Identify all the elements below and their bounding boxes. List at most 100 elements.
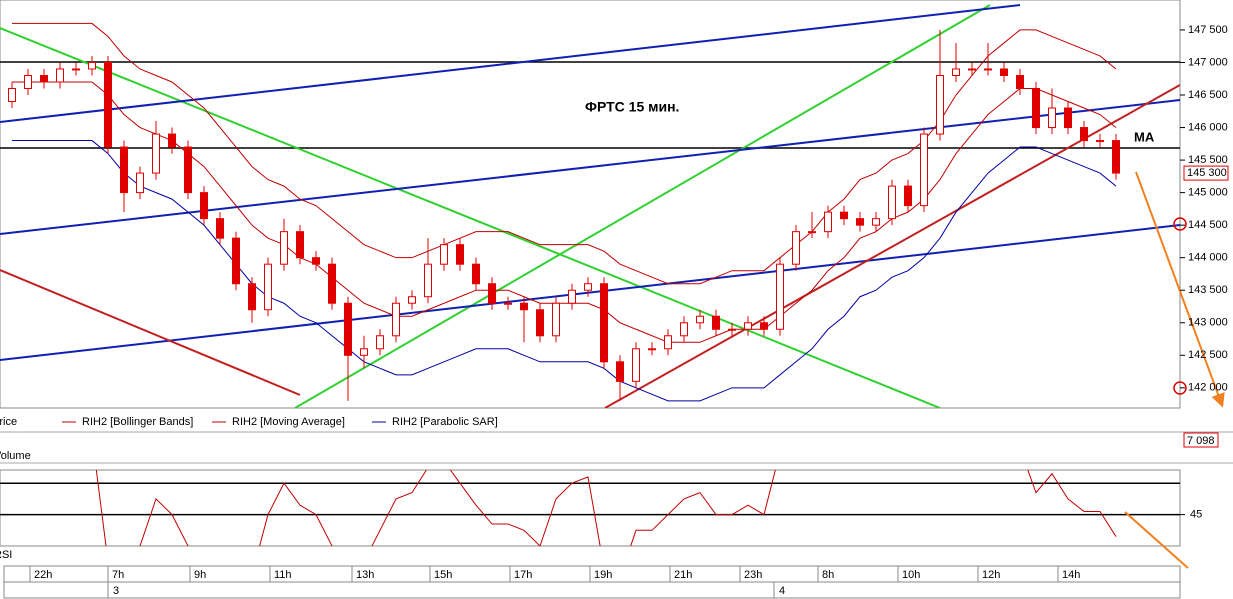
candle-body — [424, 263, 432, 298]
time-label: 11h — [274, 569, 292, 581]
time-label: 13h — [356, 569, 374, 581]
candle-body — [1016, 74, 1024, 89]
trend-line — [294, 4, 991, 408]
legend: Price RIH2 [Bollinger Bands] RIH2 [Moving… — [0, 416, 498, 428]
legend-label: RIH2 [Bollinger Bands] — [82, 416, 193, 428]
y-tick-label: 147 000 — [1188, 56, 1228, 68]
candle-body — [856, 218, 864, 226]
candle-body — [8, 87, 16, 103]
legend-label: Price — [0, 416, 17, 428]
legend-label: RIH2 [Parabolic SAR] — [392, 416, 498, 428]
trend-line — [0, 224, 1180, 361]
date-label: 4 — [779, 585, 785, 597]
candle-body — [1080, 127, 1088, 142]
candle-body — [584, 283, 592, 291]
y-tick-label: 143 500 — [1188, 284, 1228, 296]
candle-body — [472, 263, 480, 285]
date-label: 3 — [113, 585, 119, 597]
volume-label: Volume — [0, 450, 31, 462]
candle-body — [648, 348, 656, 351]
candle-body — [728, 328, 736, 331]
candle-body — [440, 244, 448, 265]
candle-body — [680, 322, 688, 337]
y-tick-label: 45 — [1190, 509, 1202, 521]
candle-body — [984, 68, 992, 71]
time-label: 10h — [902, 569, 920, 581]
candle-body — [376, 335, 384, 350]
candle-body — [616, 361, 624, 382]
y-tick-label: 142 000 — [1188, 382, 1228, 394]
candle-body — [296, 231, 304, 259]
candle-body — [840, 211, 848, 220]
candle-body — [1048, 107, 1056, 129]
candle-body — [520, 302, 528, 311]
last-price-box — [1183, 165, 1229, 181]
time-label: 12h — [982, 569, 1000, 581]
candle-body — [824, 211, 832, 233]
time-label: 23h — [744, 569, 762, 581]
candle-body — [920, 133, 928, 207]
y-tick-label: 146 500 — [1188, 89, 1228, 101]
candle-body — [72, 68, 80, 71]
marker-circle — [1173, 217, 1187, 231]
candle-body — [808, 231, 816, 234]
y-tick-label: 142 500 — [1188, 349, 1228, 361]
candle-body — [56, 68, 64, 83]
time-label: 22h — [34, 569, 52, 581]
time-label: 21h — [674, 569, 692, 581]
candle-body — [264, 263, 272, 311]
volume-value: 7 098 — [1187, 435, 1215, 447]
candle-body — [888, 185, 896, 220]
candle-body — [360, 348, 368, 356]
candle-body — [792, 231, 800, 265]
candle-body — [104, 61, 112, 148]
candle-body — [1064, 107, 1072, 129]
y-tick-label: 144 500 — [1188, 219, 1228, 231]
arrow — [1135, 171, 1225, 408]
candle-body — [744, 322, 752, 330]
time-label: 9h — [194, 569, 206, 581]
candle-body — [136, 172, 144, 194]
candle-body — [184, 146, 192, 194]
candle-body — [1000, 68, 1008, 76]
y-tick-label: 146 000 — [1188, 121, 1228, 133]
candle-body — [664, 335, 672, 350]
indicator-line — [12, 81, 1117, 343]
candle-body — [504, 302, 512, 305]
candle-body — [328, 263, 336, 304]
marker-circle — [1173, 381, 1187, 395]
y-tick-label: 147 500 — [1188, 24, 1228, 36]
candle-body — [456, 244, 464, 265]
indicator-line — [12, 22, 1117, 285]
candle-body — [392, 302, 400, 337]
price-pane — [0, 4, 1180, 408]
trend-line — [0, 269, 301, 396]
candle-body — [152, 133, 160, 174]
candle-body — [552, 302, 560, 337]
candle-body — [408, 296, 416, 304]
time-label: 17h — [514, 569, 532, 581]
candle-body — [344, 302, 352, 356]
candle-body — [952, 68, 960, 76]
candle-body — [1112, 140, 1120, 174]
ma-label: MA — [1134, 129, 1155, 144]
arrow — [1124, 511, 1189, 569]
volume-box — [1183, 432, 1219, 448]
candle-body — [760, 322, 768, 330]
candle-body — [1096, 140, 1104, 143]
candle-body — [280, 231, 288, 265]
candle-body — [168, 133, 176, 148]
trend-line — [0, 99, 1180, 235]
candle-body — [1032, 87, 1040, 129]
candle-body — [248, 283, 256, 311]
trend-line — [0, 4, 1021, 123]
rsi-line — [95, 470, 1117, 546]
y-tick-label: 144 000 — [1188, 252, 1228, 264]
last-price-label: 145 300 — [1187, 167, 1227, 179]
time-label: 8h — [822, 569, 834, 581]
y-tick-label: 145 500 — [1188, 154, 1228, 166]
time-label: 19h — [594, 569, 612, 581]
time-label: 15h — [434, 569, 452, 581]
